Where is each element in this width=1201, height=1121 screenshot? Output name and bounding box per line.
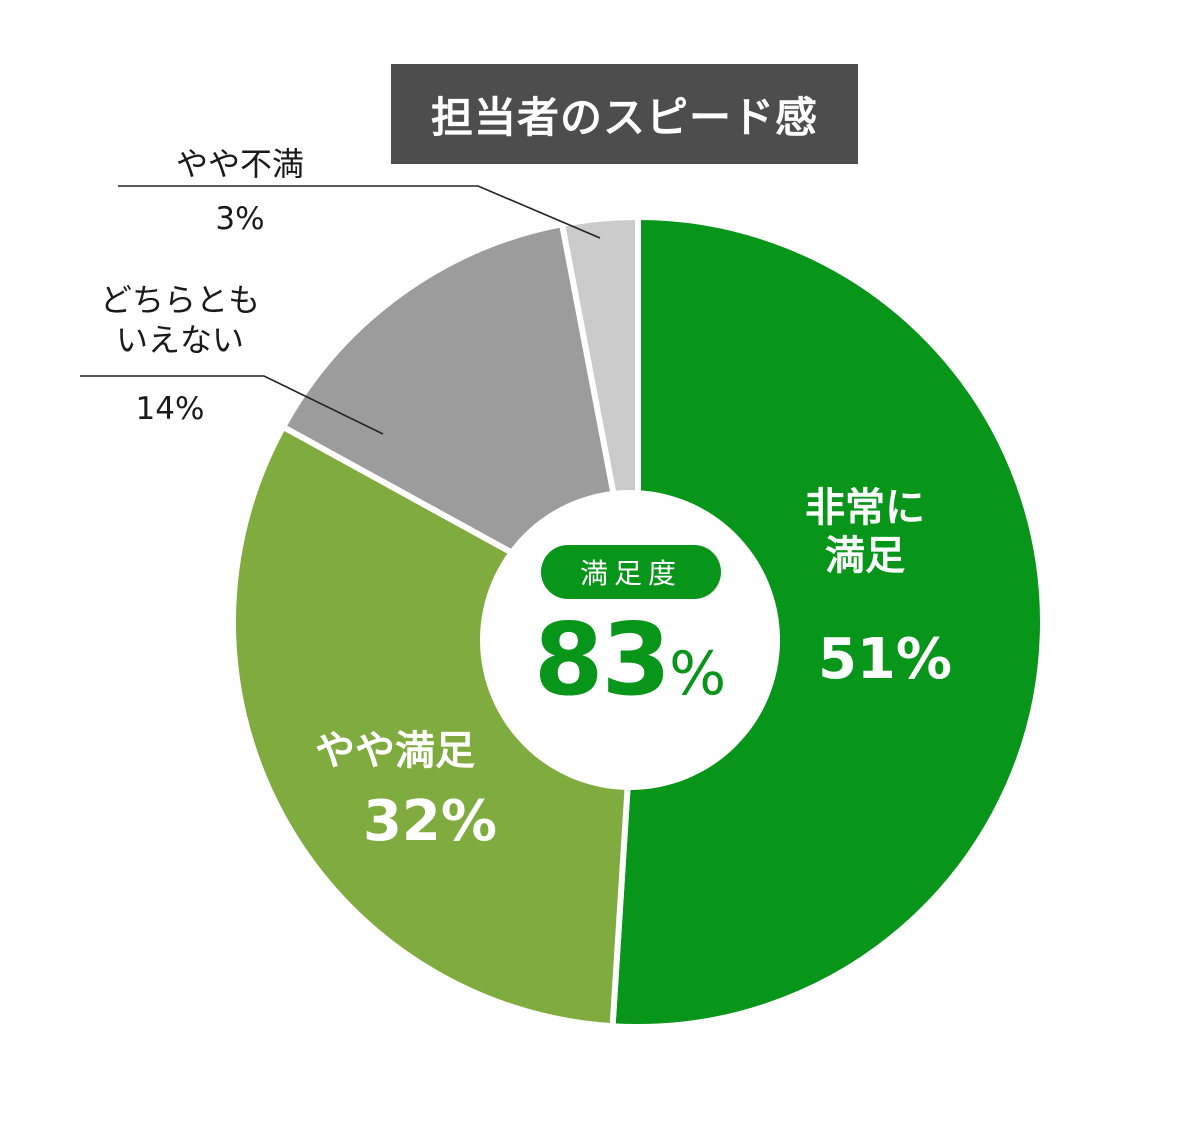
slice-label-slight-dissatisfied: やや不満 [175, 145, 304, 183]
slices-group [230, 214, 1046, 1030]
slice-label-very-satisfied: 非常に 満足 [770, 484, 960, 580]
slice-label-very-satisfied-line2: 満足 [825, 533, 905, 579]
center-value-unit: % [669, 639, 727, 709]
slice-value-slight-dissatisfied: 3% [215, 201, 265, 237]
slice-label-neutral: どちらとも いえない [60, 280, 300, 360]
slice-very-satisfied [609, 214, 1046, 1030]
leader-line-slight-dissatisfied [118, 185, 601, 239]
chart-title: 担当者のスピード感 [391, 64, 858, 164]
slice-label-somewhat-satisfied: やや満足 [315, 728, 475, 774]
center-badge: 満足度 [541, 545, 721, 599]
center-value-number: 83 [533, 601, 671, 718]
slice-value-neutral: 14% [135, 391, 205, 427]
leader-line-neutral [80, 375, 384, 435]
slice-value-somewhat-satisfied: 32% [362, 789, 498, 854]
slice-label-very-satisfied-line1: 非常に [805, 485, 925, 531]
center-value: 83% [480, 610, 780, 710]
slice-label-neutral-line2: いえない [115, 321, 244, 359]
slice-value-very-satisfied: 51% [817, 627, 953, 692]
slice-label-neutral-line1: どちらとも [99, 281, 260, 319]
leader-lines [80, 185, 601, 435]
